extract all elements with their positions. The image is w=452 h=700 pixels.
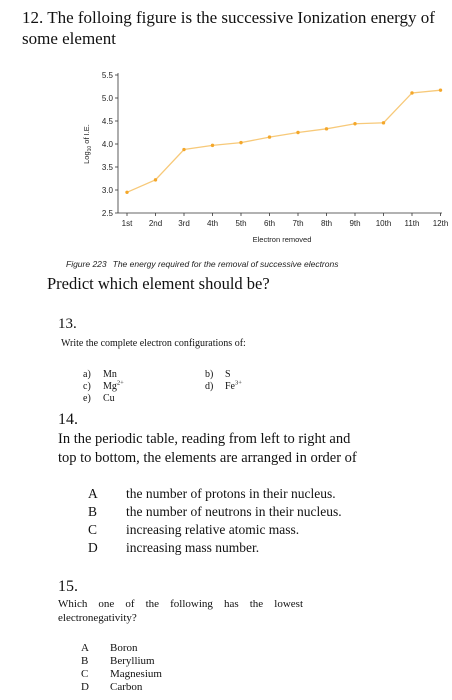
y-tick-label: 3.5 — [102, 163, 114, 172]
option-key: A — [81, 642, 89, 654]
x-tick-label: 6th — [264, 219, 275, 228]
question-12-title: 12. The folloing figure is the successiv… — [22, 8, 435, 48]
x-tick-label: 7th — [292, 219, 303, 228]
option-value: Cu — [103, 393, 115, 404]
x-tick-label: 3rd — [178, 219, 190, 228]
x-tick-label: 9th — [349, 219, 360, 228]
option-value: the number of protons in their nucleus. — [126, 486, 336, 501]
x-tick-label: 12th — [433, 219, 449, 228]
data-point — [182, 147, 186, 152]
option-value: Magnesium — [110, 668, 162, 680]
ionization-energy-chart: Electron removed Log10 of I.E. 2.5 3.0 3.5 4… — [82, 71, 448, 244]
y-axis-label: Log10 of I.E. — [82, 124, 93, 164]
option-key: B — [88, 504, 98, 519]
data-point — [153, 178, 158, 182]
data-point — [296, 130, 300, 135]
option-value: S — [225, 369, 231, 380]
option-value: increasing relative atomic mass. — [126, 522, 300, 537]
chart-ticks: 2.5 3.0 3.5 4.0 4.5 5.0 5.5 1st 2nd 3rd 4th 5th 6th 7… — [102, 71, 448, 228]
data-point — [239, 140, 243, 145]
series-line — [126, 89, 441, 193]
charge-superscript: 2+ — [116, 379, 124, 387]
data-point — [125, 190, 129, 194]
question-12-prompt: Predict which element should be? — [47, 274, 270, 293]
option-value: Carbon — [110, 681, 143, 693]
option-a: a) Mn — [83, 368, 117, 381]
option-b: b) S — [205, 368, 231, 381]
x-tick-label: 5th — [235, 219, 246, 228]
x-tick-label: 10th — [376, 219, 392, 228]
data-point — [353, 122, 357, 126]
y-tick-label: 4.0 — [102, 140, 114, 149]
option-key: e) — [83, 393, 91, 404]
figure-label: Figure 223 — [66, 259, 107, 269]
data-point — [438, 88, 443, 92]
option-e: e) Cu — [83, 392, 115, 405]
x-tick-label: 2nd — [149, 219, 162, 228]
option-b: B Beryllium — [81, 655, 155, 669]
option-value: Beryllium — [110, 655, 155, 667]
figure-caption: Figure 223 The energy required for the re… — [66, 259, 338, 269]
data-point — [267, 135, 272, 139]
question-15-text: Which one of the following has the lowes… — [58, 598, 303, 624]
option-key: C — [88, 522, 98, 537]
option-key: d) — [205, 381, 214, 392]
question-14-number: 14. — [58, 411, 78, 428]
data-point — [210, 143, 215, 148]
x-tick-label: 1st — [122, 219, 133, 228]
figure-caption-text: The energy required for the removal of s… — [112, 259, 339, 269]
x-axis-label: Electron removed — [253, 235, 312, 244]
y-tick-label: 2.5 — [102, 209, 114, 218]
option-value: Mg — [103, 381, 117, 392]
question-15-number: 15. — [58, 578, 78, 595]
option-key: C — [81, 668, 89, 680]
y-tick-label: 5.0 — [102, 94, 114, 103]
question-13-number: 13. — [58, 316, 77, 332]
option-value: Fe — [225, 381, 235, 392]
data-point — [381, 121, 386, 125]
data-point — [324, 127, 329, 131]
option-d: d) Fe3+ — [205, 380, 242, 393]
option-key: D — [88, 540, 98, 555]
option-key: a) — [83, 369, 91, 380]
option-key: A — [88, 486, 98, 501]
option-d: D Carbon — [81, 681, 142, 695]
option-value: Boron — [110, 642, 138, 654]
option-c: c) Mg2+ — [83, 380, 124, 393]
option-key: D — [81, 681, 89, 693]
y-tick-label: 4.5 — [102, 117, 114, 126]
y-tick-label: 3.0 — [102, 186, 114, 195]
option-value: Mn — [103, 369, 117, 380]
option-c: C Magnesium — [81, 668, 162, 682]
option-key: c) — [83, 381, 91, 392]
y-tick-label: 5.5 — [102, 71, 114, 80]
question-14-text: In the periodic table, reading from left… — [58, 431, 357, 466]
question-13-text: Write the complete electron configuratio… — [61, 338, 246, 349]
option-key: b) — [205, 369, 214, 380]
x-tick-label: 4th — [207, 219, 218, 228]
x-tick-label: 8th — [321, 219, 332, 228]
charge-superscript: 3+ — [235, 379, 242, 387]
chart-series — [125, 88, 443, 194]
option-value: the number of neutrons in their nucleus. — [126, 504, 342, 519]
option-key: B — [81, 655, 89, 667]
option-value: increasing mass number. — [126, 540, 260, 555]
option-a: A Boron — [81, 642, 138, 656]
data-point — [410, 91, 414, 95]
x-tick-label: 11th — [405, 219, 420, 228]
